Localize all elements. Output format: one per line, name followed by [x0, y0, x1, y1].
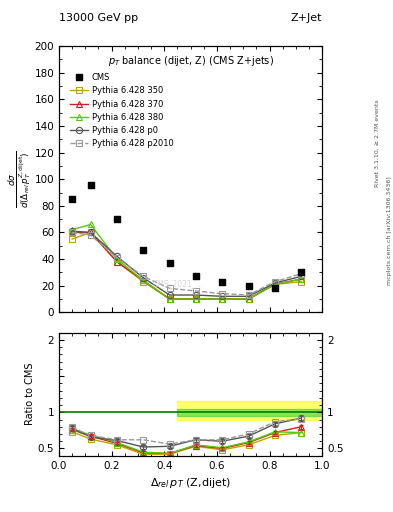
Point — [114, 215, 120, 223]
Point — [87, 180, 94, 188]
Point — [140, 246, 146, 254]
Y-axis label: $\frac{d\sigma}{d(\Delta_{rel}\,p_T^{Z,\mathrm{dijet}})}$: $\frac{d\sigma}{d(\Delta_{rel}\,p_T^{Z,\… — [6, 151, 33, 208]
Text: mcplots.cern.ch [arXiv:1306.3436]: mcplots.cern.ch [arXiv:1306.3436] — [387, 176, 391, 285]
Point — [69, 195, 75, 203]
Point — [272, 284, 278, 292]
Text: Z+Jet: Z+Jet — [291, 13, 322, 23]
Y-axis label: Ratio to CMS: Ratio to CMS — [25, 363, 35, 425]
Point — [298, 268, 304, 276]
X-axis label: $\Delta_{rel}\,p_T$ (Z,dijet): $\Delta_{rel}\,p_T$ (Z,dijet) — [150, 476, 231, 490]
Text: Rivet 3.1.10, ≥ 2.7M events: Rivet 3.1.10, ≥ 2.7M events — [375, 99, 380, 187]
Legend: CMS, Pythia 6.428 350, Pythia 6.428 370, Pythia 6.428 380, Pythia 6.428 p0, Pyth: CMS, Pythia 6.428 350, Pythia 6.428 370,… — [68, 72, 175, 150]
Point — [193, 272, 199, 281]
Text: $p_T$ balance (dijet, Z) (CMS Z+jets): $p_T$ balance (dijet, Z) (CMS Z+jets) — [108, 54, 274, 68]
Point — [219, 278, 225, 286]
Text: CMS_2021_...: CMS_2021_... — [152, 279, 203, 288]
Point — [166, 259, 173, 267]
Point — [245, 282, 252, 290]
Text: 13000 GeV pp: 13000 GeV pp — [59, 13, 138, 23]
